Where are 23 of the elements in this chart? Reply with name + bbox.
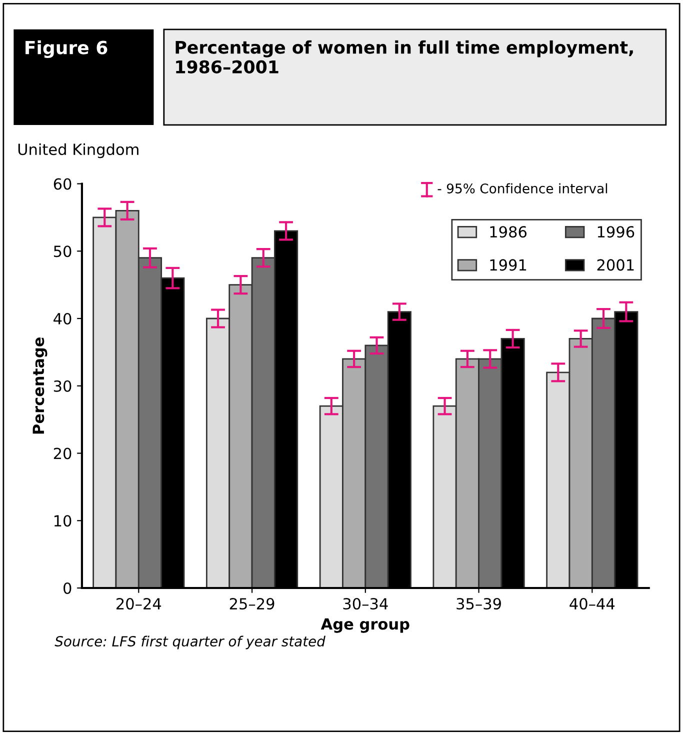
x-tick-label: 20–24 bbox=[116, 598, 162, 610]
x-tick-label: 25–29 bbox=[230, 598, 274, 610]
y-tick-label: 0 bbox=[64, 582, 72, 594]
legend-label: 1996 bbox=[598, 226, 634, 238]
y-tick-label: 20 bbox=[54, 448, 72, 460]
y-tick-label: 50 bbox=[54, 246, 72, 258]
y-tick-label: 10 bbox=[54, 515, 72, 527]
y-axis-title: Percentage bbox=[32, 337, 48, 434]
legend-label: 2001 bbox=[597, 259, 634, 271]
annotation: - 95% Confidence interval bbox=[438, 183, 608, 194]
legend-label: 1986 bbox=[490, 226, 527, 238]
chart-subtitle: United Kingdom bbox=[18, 143, 138, 158]
y-tick-label: 60 bbox=[54, 178, 72, 190]
x-tick-label: 30–34 bbox=[343, 598, 388, 610]
y-tick-label: 30 bbox=[54, 380, 72, 392]
source-note: Source: LFS first quarter of year stated bbox=[54, 636, 326, 650]
x-tick-label: 40–44 bbox=[570, 598, 615, 610]
legend-label: 1991 bbox=[490, 259, 526, 271]
y-tick-label: 40 bbox=[54, 312, 72, 325]
caption: Figure 6 bbox=[26, 40, 108, 58]
x-axis-title: Age group bbox=[320, 618, 410, 633]
x-tick-label: 35–39 bbox=[456, 598, 501, 610]
chart-title: Percentage of women in full time employment, 1986–2001 bbox=[176, 40, 633, 74]
